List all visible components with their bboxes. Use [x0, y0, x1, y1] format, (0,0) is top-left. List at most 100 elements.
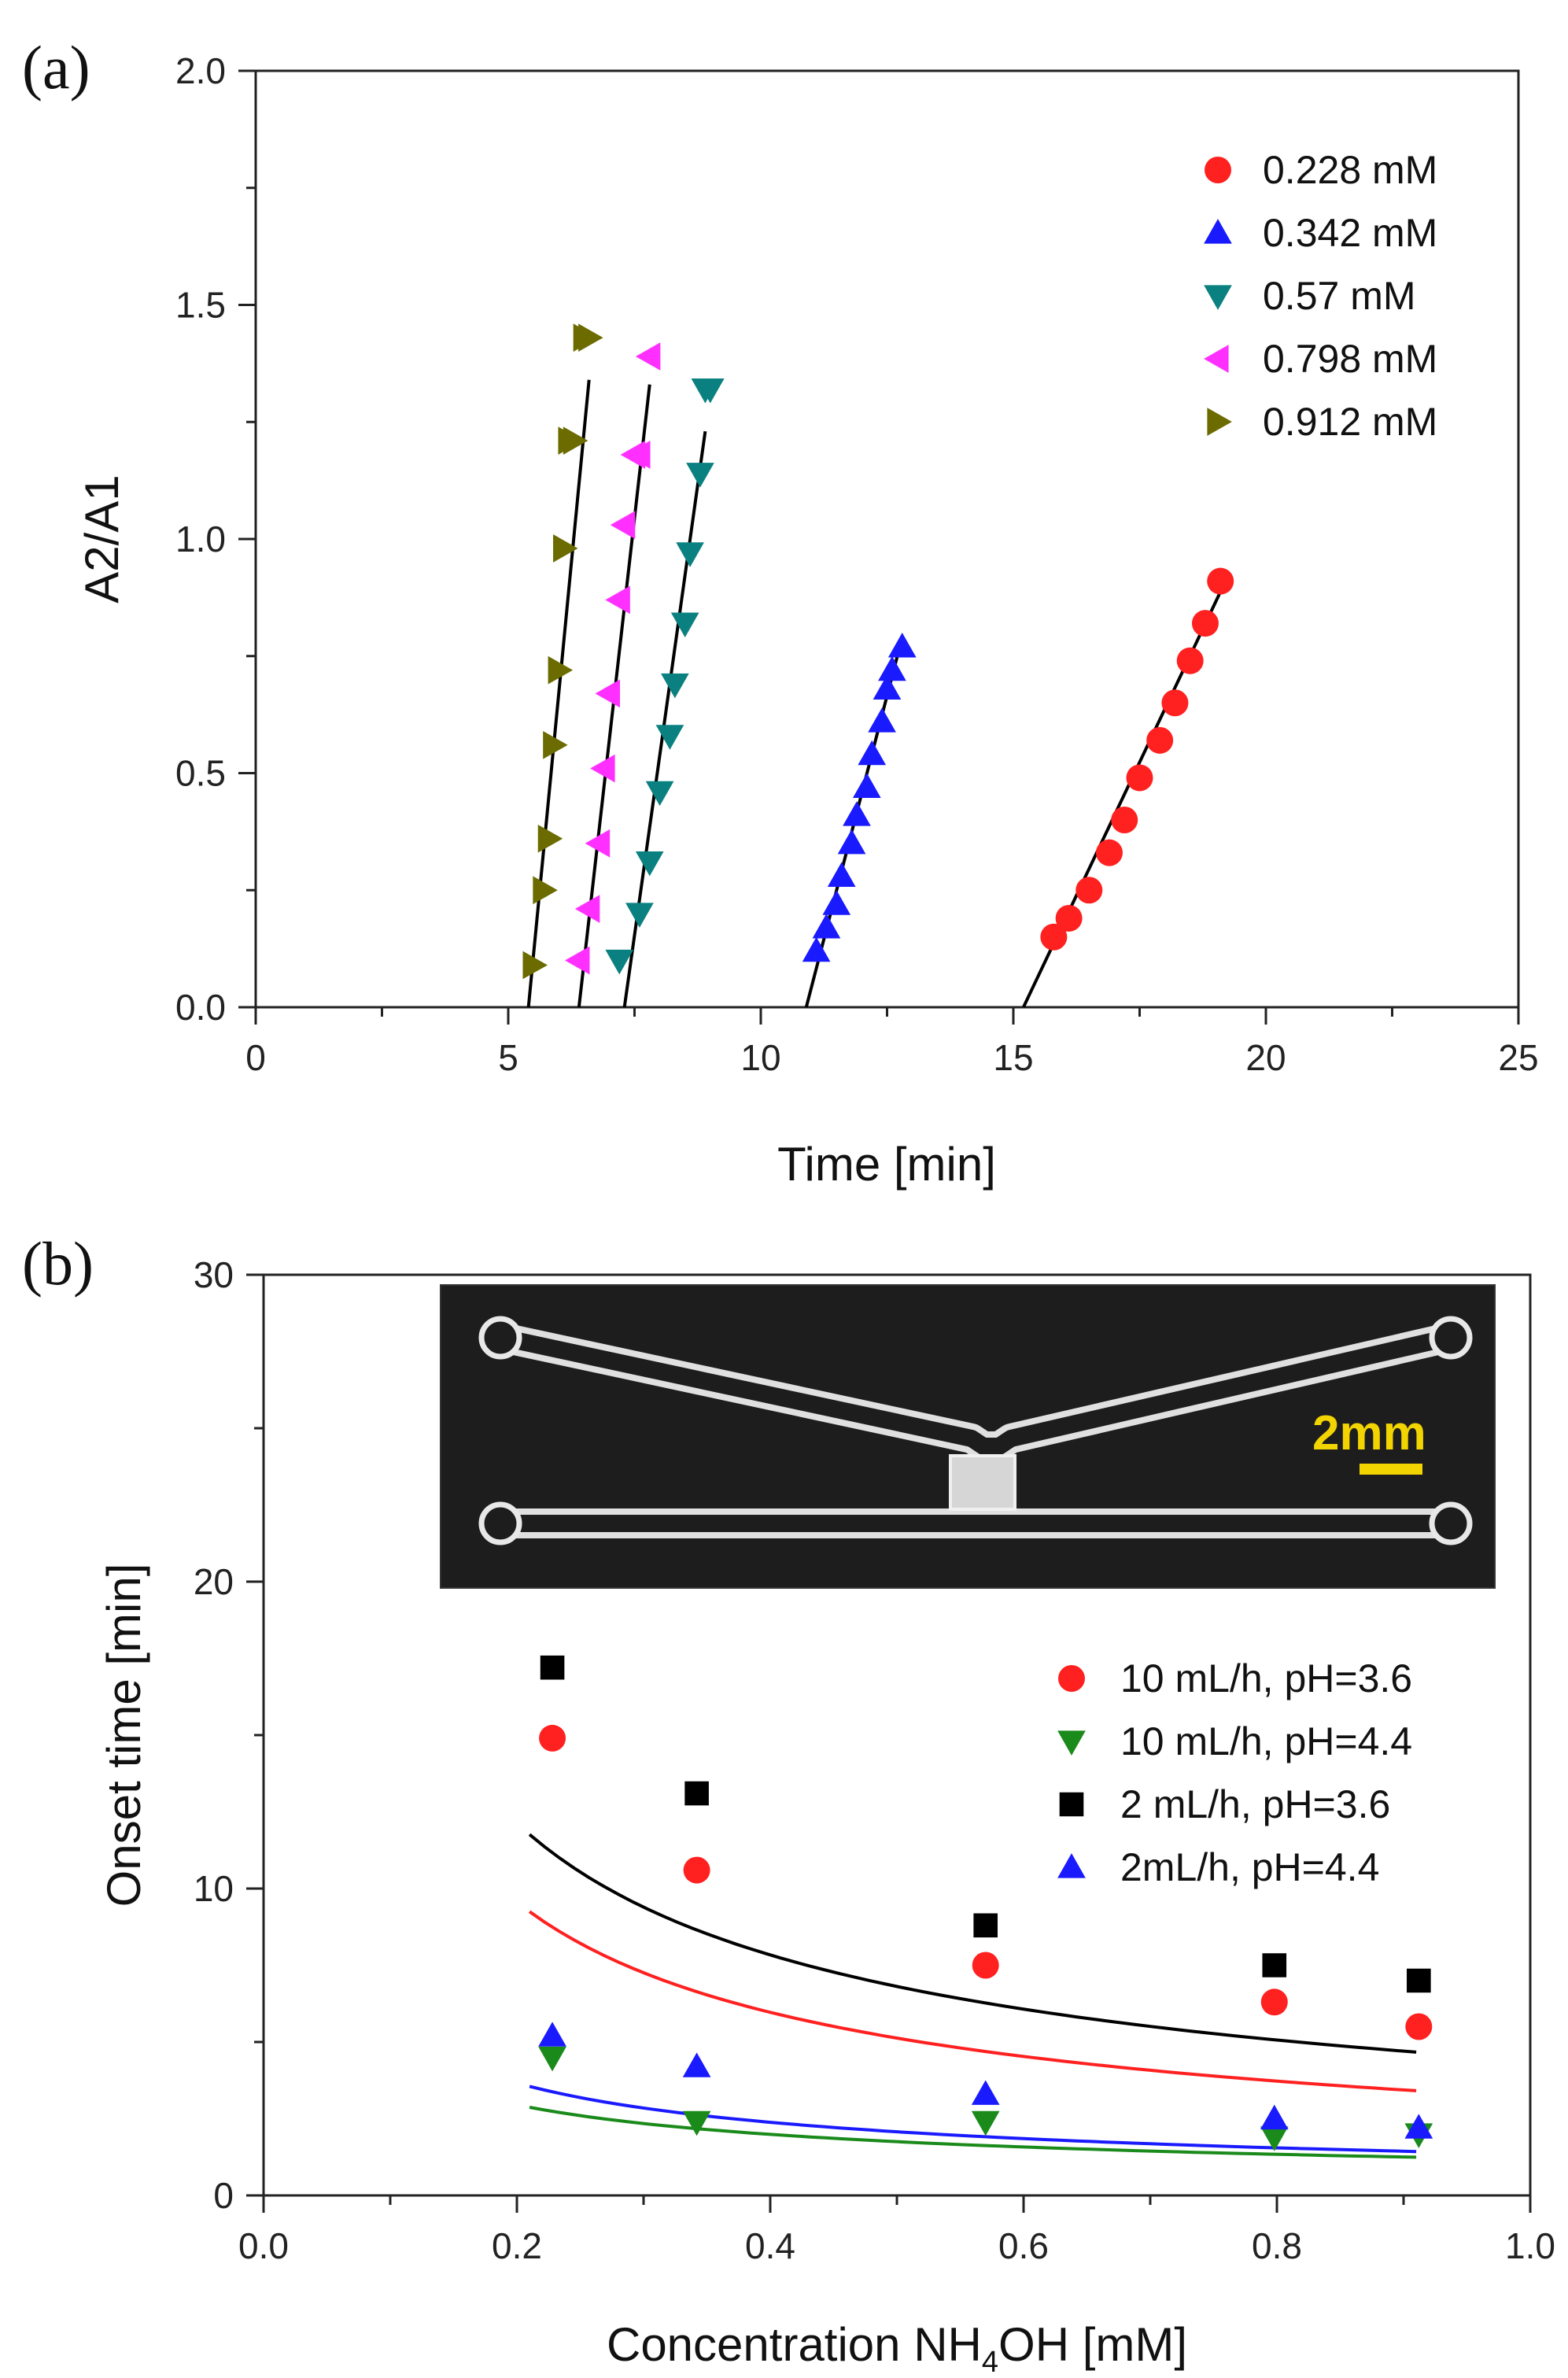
panel-b-x-tick-label: 0.6: [998, 2225, 1049, 2266]
panel-a-point-s2-2: [812, 914, 841, 939]
panel-b-point-s3-3: [973, 1913, 998, 1938]
panel-b-y-tick-label: 30: [194, 1254, 234, 1295]
inset-port-bottom-right: [1429, 1501, 1473, 1545]
panel-a-point-s3-7: [670, 612, 699, 637]
panel-a-point-s3-9: [686, 463, 714, 488]
panel-b-point-s1-1: [539, 1724, 566, 1752]
panel-a-point-s5-8: [563, 426, 588, 455]
panel-a-point-s2-6: [843, 801, 871, 826]
panel-b-y-tick-label: 0: [213, 2175, 234, 2216]
legend-a-marker-4: [1204, 345, 1229, 373]
panel-b-point-s4-1: [538, 2022, 566, 2047]
panel-a-point-s3-11: [695, 378, 725, 404]
inset-border: [440, 1284, 1496, 1589]
legend-a-entry-3: 0.57 mM: [1204, 274, 1416, 318]
panel-b-point-s4-2: [682, 2052, 711, 2077]
panel-b-point-s2-1: [538, 2046, 566, 2072]
panel-a-point-s4-9: [625, 441, 651, 469]
panel-a-plot-frame: [254, 69, 1520, 1009]
panel-b-point-s4-3: [971, 2080, 1000, 2105]
legend-b-marker-4: [1057, 1853, 1086, 1878]
panel-a-point-s3-3: [635, 851, 664, 877]
panel-a-point-s4-6: [605, 585, 630, 615]
panel-b-data-points: [538, 1655, 1433, 2151]
legend-a-label-5: 0.912 mM: [1263, 400, 1437, 444]
panel-a-point-s2-4: [827, 862, 856, 887]
inset-scale-label: 2mm: [1312, 1406, 1426, 1460]
panel-b-fit-curve-4: [529, 2084, 1417, 2154]
panel-b-point-s1-3: [972, 1952, 999, 1979]
panel-b: (b) 0.0 0.2 0.4 0.6 0.8 1.0 0 10 20 30 2mm Concen…: [22, 1229, 1555, 2378]
legend-a-marker-1: [1205, 157, 1231, 183]
legend-a-entry-2: 0.342 mM: [1204, 211, 1437, 255]
legend-b-label-4: 2mL/h, pH=4.4: [1120, 1845, 1379, 1889]
panel-a-point-s3-4: [645, 781, 674, 807]
legend-a-marker-5: [1207, 408, 1232, 436]
panel-b-fit-curve-2: [529, 2106, 1417, 2159]
panel-a-point-s1-8: [1161, 689, 1189, 717]
panel-b-point-s4-5: [1404, 2114, 1433, 2139]
legend-b-label-2: 10 mL/h, pH=4.4: [1120, 1719, 1412, 1763]
panel-a-point-s1-3: [1075, 877, 1103, 904]
panel-b-y-tick-label: 20: [194, 1561, 234, 1602]
legend-b-label-1: 10 mL/h, pH=3.6: [1120, 1656, 1412, 1700]
panel-a-point-s5-6: [553, 534, 578, 563]
panel-a-point-s1-4: [1095, 839, 1123, 866]
panel-b-x-tick-label: 0.0: [238, 2225, 289, 2266]
panel-a-point-s3-6: [661, 673, 689, 699]
panel-b-x-axis-title: Concentration NH4OH [mM]: [607, 2318, 1187, 2378]
panel-b-fit-curves: [528, 1833, 1417, 2159]
panel-a-point-s4-2: [574, 895, 600, 923]
legend-a-label-4: 0.798 mM: [1263, 337, 1437, 381]
legend-b-entry-3: 2 mL/h, pH=3.6: [1059, 1782, 1390, 1826]
panel-b-label: (b): [22, 1229, 94, 1298]
panel-a-point-s2-9: [868, 707, 896, 733]
panel-b-point-s2-3: [971, 2110, 1000, 2136]
legend-b-entry-1: 10 mL/h, pH=3.6: [1058, 1656, 1412, 1700]
legend-b-entry-2: 10 mL/h, pH=4.4: [1057, 1719, 1412, 1763]
panel-a-point-s3-5: [655, 725, 684, 750]
panel-a-x-tick-label: 15: [993, 1037, 1033, 1078]
legend-b-marker-1: [1058, 1665, 1085, 1692]
panel-b-point-s1-2: [683, 1856, 710, 1884]
panel-a-point-s1-6: [1126, 764, 1153, 792]
legend-a-marker-2: [1204, 219, 1232, 244]
panel-a-point-s1-2: [1055, 904, 1083, 932]
panel-a-point-s3-8: [676, 542, 704, 567]
panel-b-fit-curve-3: [528, 1833, 1417, 2054]
panel-a-x-tick-label: 20: [1245, 1037, 1286, 1078]
panel-a-label: (a): [22, 33, 90, 102]
panel-a-point-s2-10: [873, 674, 902, 700]
panel-a-x-tick-label: 25: [1498, 1037, 1538, 1078]
inset-port-bottom-left: [478, 1501, 522, 1545]
panel-b-point-s3-4: [1262, 1953, 1287, 1977]
panel-a-point-s2-3: [822, 890, 851, 915]
panel-a-point-s4-4: [590, 754, 615, 783]
legend-a-entry-4: 0.798 mM: [1204, 337, 1437, 381]
panel-b-x-tick-label: 0.2: [492, 2225, 542, 2266]
inset-membrane-connector: [949, 1454, 1016, 1511]
legend-a-entry-5: 0.912 mM: [1207, 400, 1437, 444]
panel-b-fit-curve-1: [528, 1910, 1417, 2092]
panel-a-fit-line-5: [526, 379, 591, 1008]
panel-a-y-tick-label: 0.0: [175, 987, 226, 1028]
panel-a-point-s4-7: [610, 511, 636, 539]
panel-b-legend: 10 mL/h, pH=3.6 10 mL/h, pH=4.4 2 mL/h, …: [1057, 1656, 1412, 1889]
inset-scale-bar: [1360, 1464, 1422, 1475]
inset-port-top-left: [478, 1316, 522, 1360]
panel-b-y-axis-title: Onset time [min]: [98, 1564, 150, 1907]
panel-a-point-s4-10: [635, 342, 661, 371]
panel-a-ticks: 0 5 10 15 20 25 0.0 0.5 1.0 1.5 2.0: [175, 50, 1539, 1078]
panel-a-point-s1-7: [1146, 726, 1174, 754]
panel-b-point-s1-4: [1260, 1988, 1288, 2016]
panel-b-y-tick-label: 10: [194, 1868, 234, 1909]
panel-a-x-axis-title: Time [min]: [777, 1138, 996, 1191]
inset-port-top-right: [1429, 1316, 1473, 1360]
panel-a-point-s3-2: [625, 903, 654, 928]
panel-b-ticks: 0.0 0.2 0.4 0.6 0.8 1.0 0 10 20 30: [194, 1254, 1555, 2266]
legend-a-entry-1: 0.228 mM: [1205, 148, 1437, 192]
panel-b-x-tick-label: 1.0: [1505, 2225, 1555, 2266]
panel-a-x-tick-label: 0: [245, 1037, 266, 1078]
panel-a-point-s1-10: [1191, 610, 1219, 637]
